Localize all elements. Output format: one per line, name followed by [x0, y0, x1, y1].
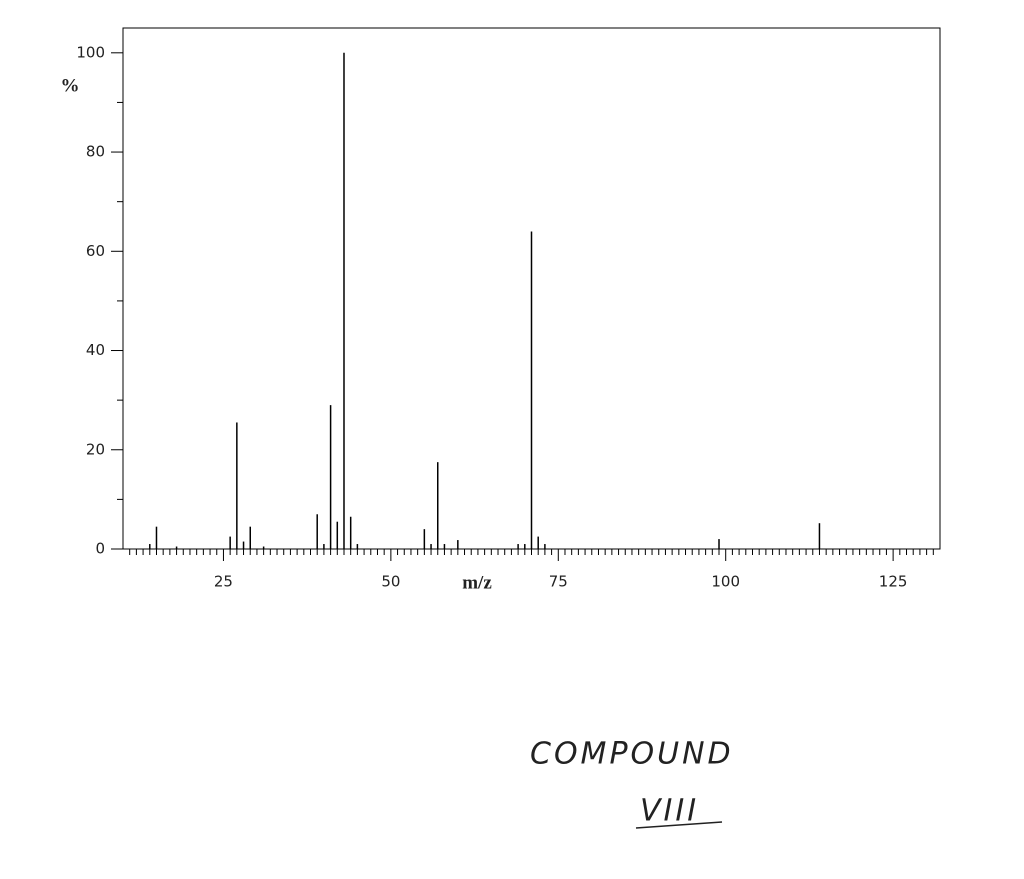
x-tick-label: 100 — [711, 573, 740, 591]
x-tick-label: 50 — [381, 573, 400, 591]
y-tick-label: 40 — [86, 341, 105, 359]
y-tick-label: 0 — [95, 540, 105, 558]
y-tick-label: 80 — [86, 143, 105, 161]
x-axis-label: m/z — [462, 572, 492, 593]
y-axis-label: % — [61, 75, 80, 96]
x-tick-label: 75 — [549, 573, 568, 591]
annotation: VIII — [640, 794, 699, 829]
annotation: COMPOUND — [530, 737, 734, 772]
underline — [635, 821, 723, 829]
y-tick-label: 100 — [76, 43, 105, 61]
x-tick-label: 125 — [879, 573, 908, 591]
x-tick-label: 25 — [214, 573, 233, 591]
y-tick-label: 60 — [86, 242, 105, 260]
y-tick-label: 20 — [86, 440, 105, 458]
